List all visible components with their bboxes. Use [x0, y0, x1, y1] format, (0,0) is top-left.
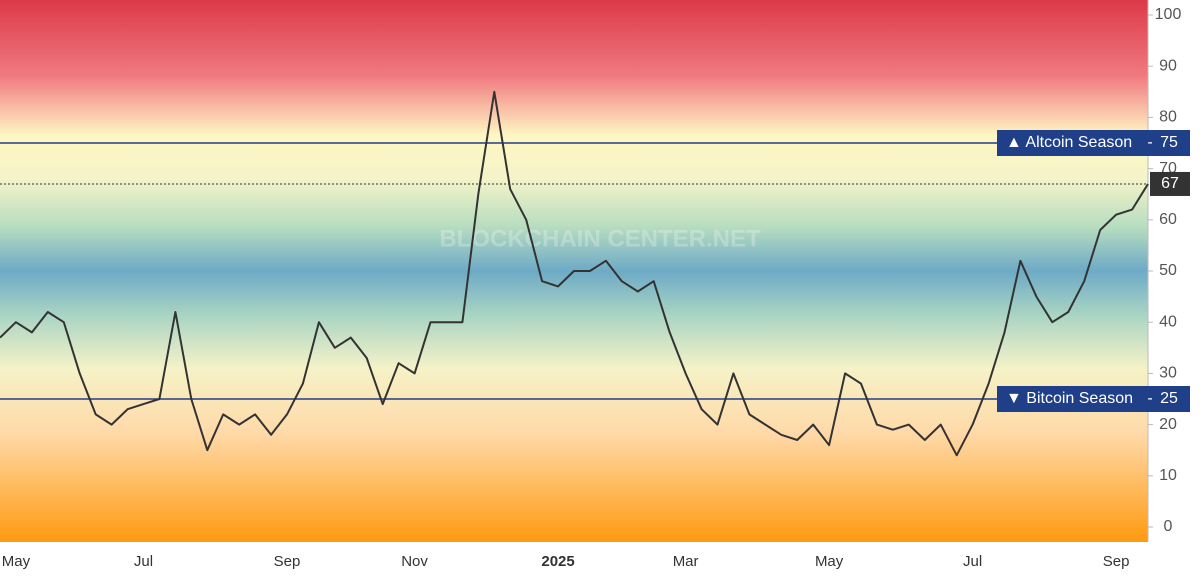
y-tick-label: 20	[1159, 416, 1177, 433]
reference-label: ▼ Bitcoin Season	[1006, 390, 1133, 407]
x-tick-label: Mar	[673, 553, 699, 570]
x-tick-label: May	[2, 553, 31, 570]
x-tick-label: 2025	[541, 553, 574, 570]
y-tick-label: 80	[1159, 109, 1177, 126]
reference-sep: -	[1147, 134, 1152, 151]
x-tick-label: Sep	[274, 553, 301, 570]
y-tick-label: 40	[1159, 313, 1177, 330]
y-tick-label: 0	[1164, 518, 1173, 535]
y-tick-label: 100	[1155, 6, 1182, 23]
reference-value: 75	[1160, 134, 1178, 151]
reference-label-box	[997, 130, 1190, 156]
y-tick-label: 10	[1159, 467, 1177, 484]
current-value-label: 67	[1161, 175, 1179, 192]
reference-sep: -	[1147, 390, 1152, 407]
y-tick-label: 50	[1159, 262, 1177, 279]
y-tick-label: 90	[1159, 57, 1177, 74]
x-tick-label: Sep	[1103, 553, 1130, 570]
reference-value: 25	[1160, 390, 1178, 407]
current-value-box	[1150, 171, 1190, 196]
x-tick-label: Nov	[401, 553, 428, 570]
watermark: BLOCKCHAIN CENTER.NET	[439, 225, 761, 252]
data-line	[0, 90, 1149, 457]
y-tick-label: 60	[1159, 211, 1177, 228]
reference-label: ▲ Altcoin Season	[1006, 134, 1132, 151]
y-tick-label: 30	[1159, 365, 1177, 382]
x-tick-label: May	[815, 553, 844, 570]
x-tick-label: Jul	[134, 553, 153, 570]
x-tick-label: Jul	[963, 553, 982, 570]
reference-label-box	[997, 386, 1190, 412]
